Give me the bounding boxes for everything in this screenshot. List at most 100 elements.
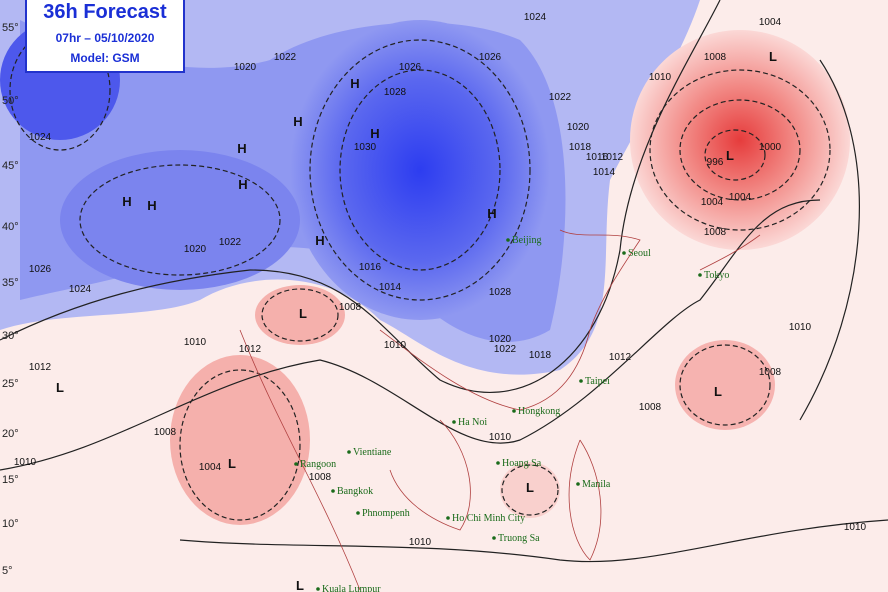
isobar-label: 1018 [569, 142, 592, 153]
isobar-label: 1010 [789, 322, 812, 333]
latitude-label: 45° [2, 160, 19, 172]
latitude-label: 5° [2, 565, 13, 577]
isobar-label: 1022 [549, 92, 572, 103]
isobar-label: 1022 [274, 52, 297, 63]
isobar-label: 1024 [29, 132, 52, 143]
isobars [0, 0, 888, 563]
isobar-label: 1018 [529, 350, 552, 361]
pressure-center: L [296, 578, 304, 592]
labels: 55° 50° 45° 40° 35° 30° 25° 20° 15° 10° 5° Beijing S… [2, 12, 867, 592]
model: Model: GSM [70, 51, 139, 65]
isobar-label: 1008 [704, 227, 727, 238]
city-label: Ho Chi Minh City [452, 513, 525, 524]
coastlines [239, 229, 761, 591]
latitude-label: 20° [2, 428, 19, 440]
isobar-label: 1028 [384, 87, 407, 98]
isobar-label: 1026 [29, 264, 52, 275]
isobar-label: 1008 [154, 427, 177, 438]
pressure-center: L [769, 49, 777, 64]
isobar-label: 1014 [379, 282, 402, 293]
city-dot [347, 450, 351, 454]
isobar-label: 1010 [649, 72, 672, 83]
isobar-label: 1012 [601, 152, 624, 163]
pressure-center: H [370, 126, 379, 141]
city-label: Tokyo [704, 270, 729, 281]
pressure-center: L [228, 456, 236, 471]
isobar-label: 1008 [339, 302, 362, 313]
isobar-label: 1010 [384, 340, 407, 351]
isobar-label: 1010 [409, 537, 432, 548]
pressure-center: H [293, 114, 302, 129]
title: 36h Forecast [43, 1, 167, 23]
city-label: Truong Sa [498, 533, 540, 544]
city-dot [356, 511, 360, 515]
isobar-label: 1010 [184, 337, 207, 348]
isobar-label: 1020 [234, 62, 257, 73]
latitude-label: 30° [2, 330, 19, 342]
pressure-center: L [299, 306, 307, 321]
isobar-label: 1022 [219, 237, 242, 248]
isobar-label: 1012 [239, 344, 262, 355]
latitude-label: 15° [2, 474, 19, 486]
isobar-label: 1020 [567, 122, 590, 133]
city-label: Hoang Sa [502, 458, 542, 469]
latitude-label: 25° [2, 378, 19, 390]
isobar-label: 1004 [701, 197, 724, 208]
latitude-label: 55° [2, 22, 19, 34]
isobar-label: 1010 [489, 432, 512, 443]
city-label: Beijing [512, 235, 541, 246]
isobar-label: 1008 [309, 472, 332, 483]
isobar-label: 1004 [759, 17, 782, 28]
city-label: Seoul [628, 248, 651, 259]
pressure-center: L [714, 384, 722, 399]
city-label: Vientiane [353, 447, 392, 458]
forecast-time: 07hr – 05/10/2020 [56, 31, 155, 45]
city-label: Ha Noi [458, 417, 487, 428]
isobar-label: 1000 [759, 142, 782, 153]
city-dot [316, 587, 320, 591]
latitude-label: 40° [2, 221, 19, 233]
latitude-label: 35° [2, 277, 19, 289]
city-dot [446, 516, 450, 520]
city-dot [452, 420, 456, 424]
pressure-center: H [315, 233, 324, 248]
title-frame [25, 0, 185, 73]
isobar-label: 1008 [759, 367, 782, 378]
latitude-label: 10° [2, 518, 19, 530]
isobar-label: 1008 [639, 402, 662, 413]
isobar-label: 1008 [704, 52, 727, 63]
isobar-label: 1016 [359, 262, 382, 273]
city-label: Phnompenh [362, 508, 410, 519]
pressure-center: L [726, 148, 734, 163]
isobar-label: 1020 [489, 334, 512, 345]
city-label: Manila [582, 479, 611, 490]
city-dot [496, 461, 500, 465]
isobar-label: 1016 [586, 152, 609, 163]
pressure-center: H [237, 141, 246, 156]
pressure-center: L [526, 480, 534, 495]
isobar-label: 1004 [729, 192, 752, 203]
pressure-center: H [122, 194, 131, 209]
pressure-center: L [56, 380, 64, 395]
city-dot [506, 238, 510, 242]
city-label: Hongkong [518, 406, 560, 417]
city-dot [294, 462, 298, 466]
isobar-label: 1028 [489, 287, 512, 298]
isobar-label: 1004 [199, 462, 222, 473]
city-label: Rangoon [300, 459, 336, 470]
pressure-center: H [487, 206, 496, 221]
isobar-label: 1020 [184, 244, 207, 255]
pressure-center: H [350, 76, 359, 91]
isobar-label: 1030 [354, 142, 377, 153]
latitude-label: 50° [2, 95, 19, 107]
title-box: 36h Forecast 07hr – 05/10/2020 Model: GS… [25, 0, 185, 73]
city-label: Bangkok [337, 486, 373, 497]
isobar-label: 1024 [69, 284, 92, 295]
pressure-center: H [147, 198, 156, 213]
city-label: Taipei [585, 376, 610, 387]
isobar-label: 1026 [479, 52, 502, 63]
city-dot [512, 409, 516, 413]
isobar-label: 996 [707, 157, 724, 168]
isobar-label: 1010 [14, 457, 37, 468]
isobar-label: 1014 [593, 167, 616, 178]
